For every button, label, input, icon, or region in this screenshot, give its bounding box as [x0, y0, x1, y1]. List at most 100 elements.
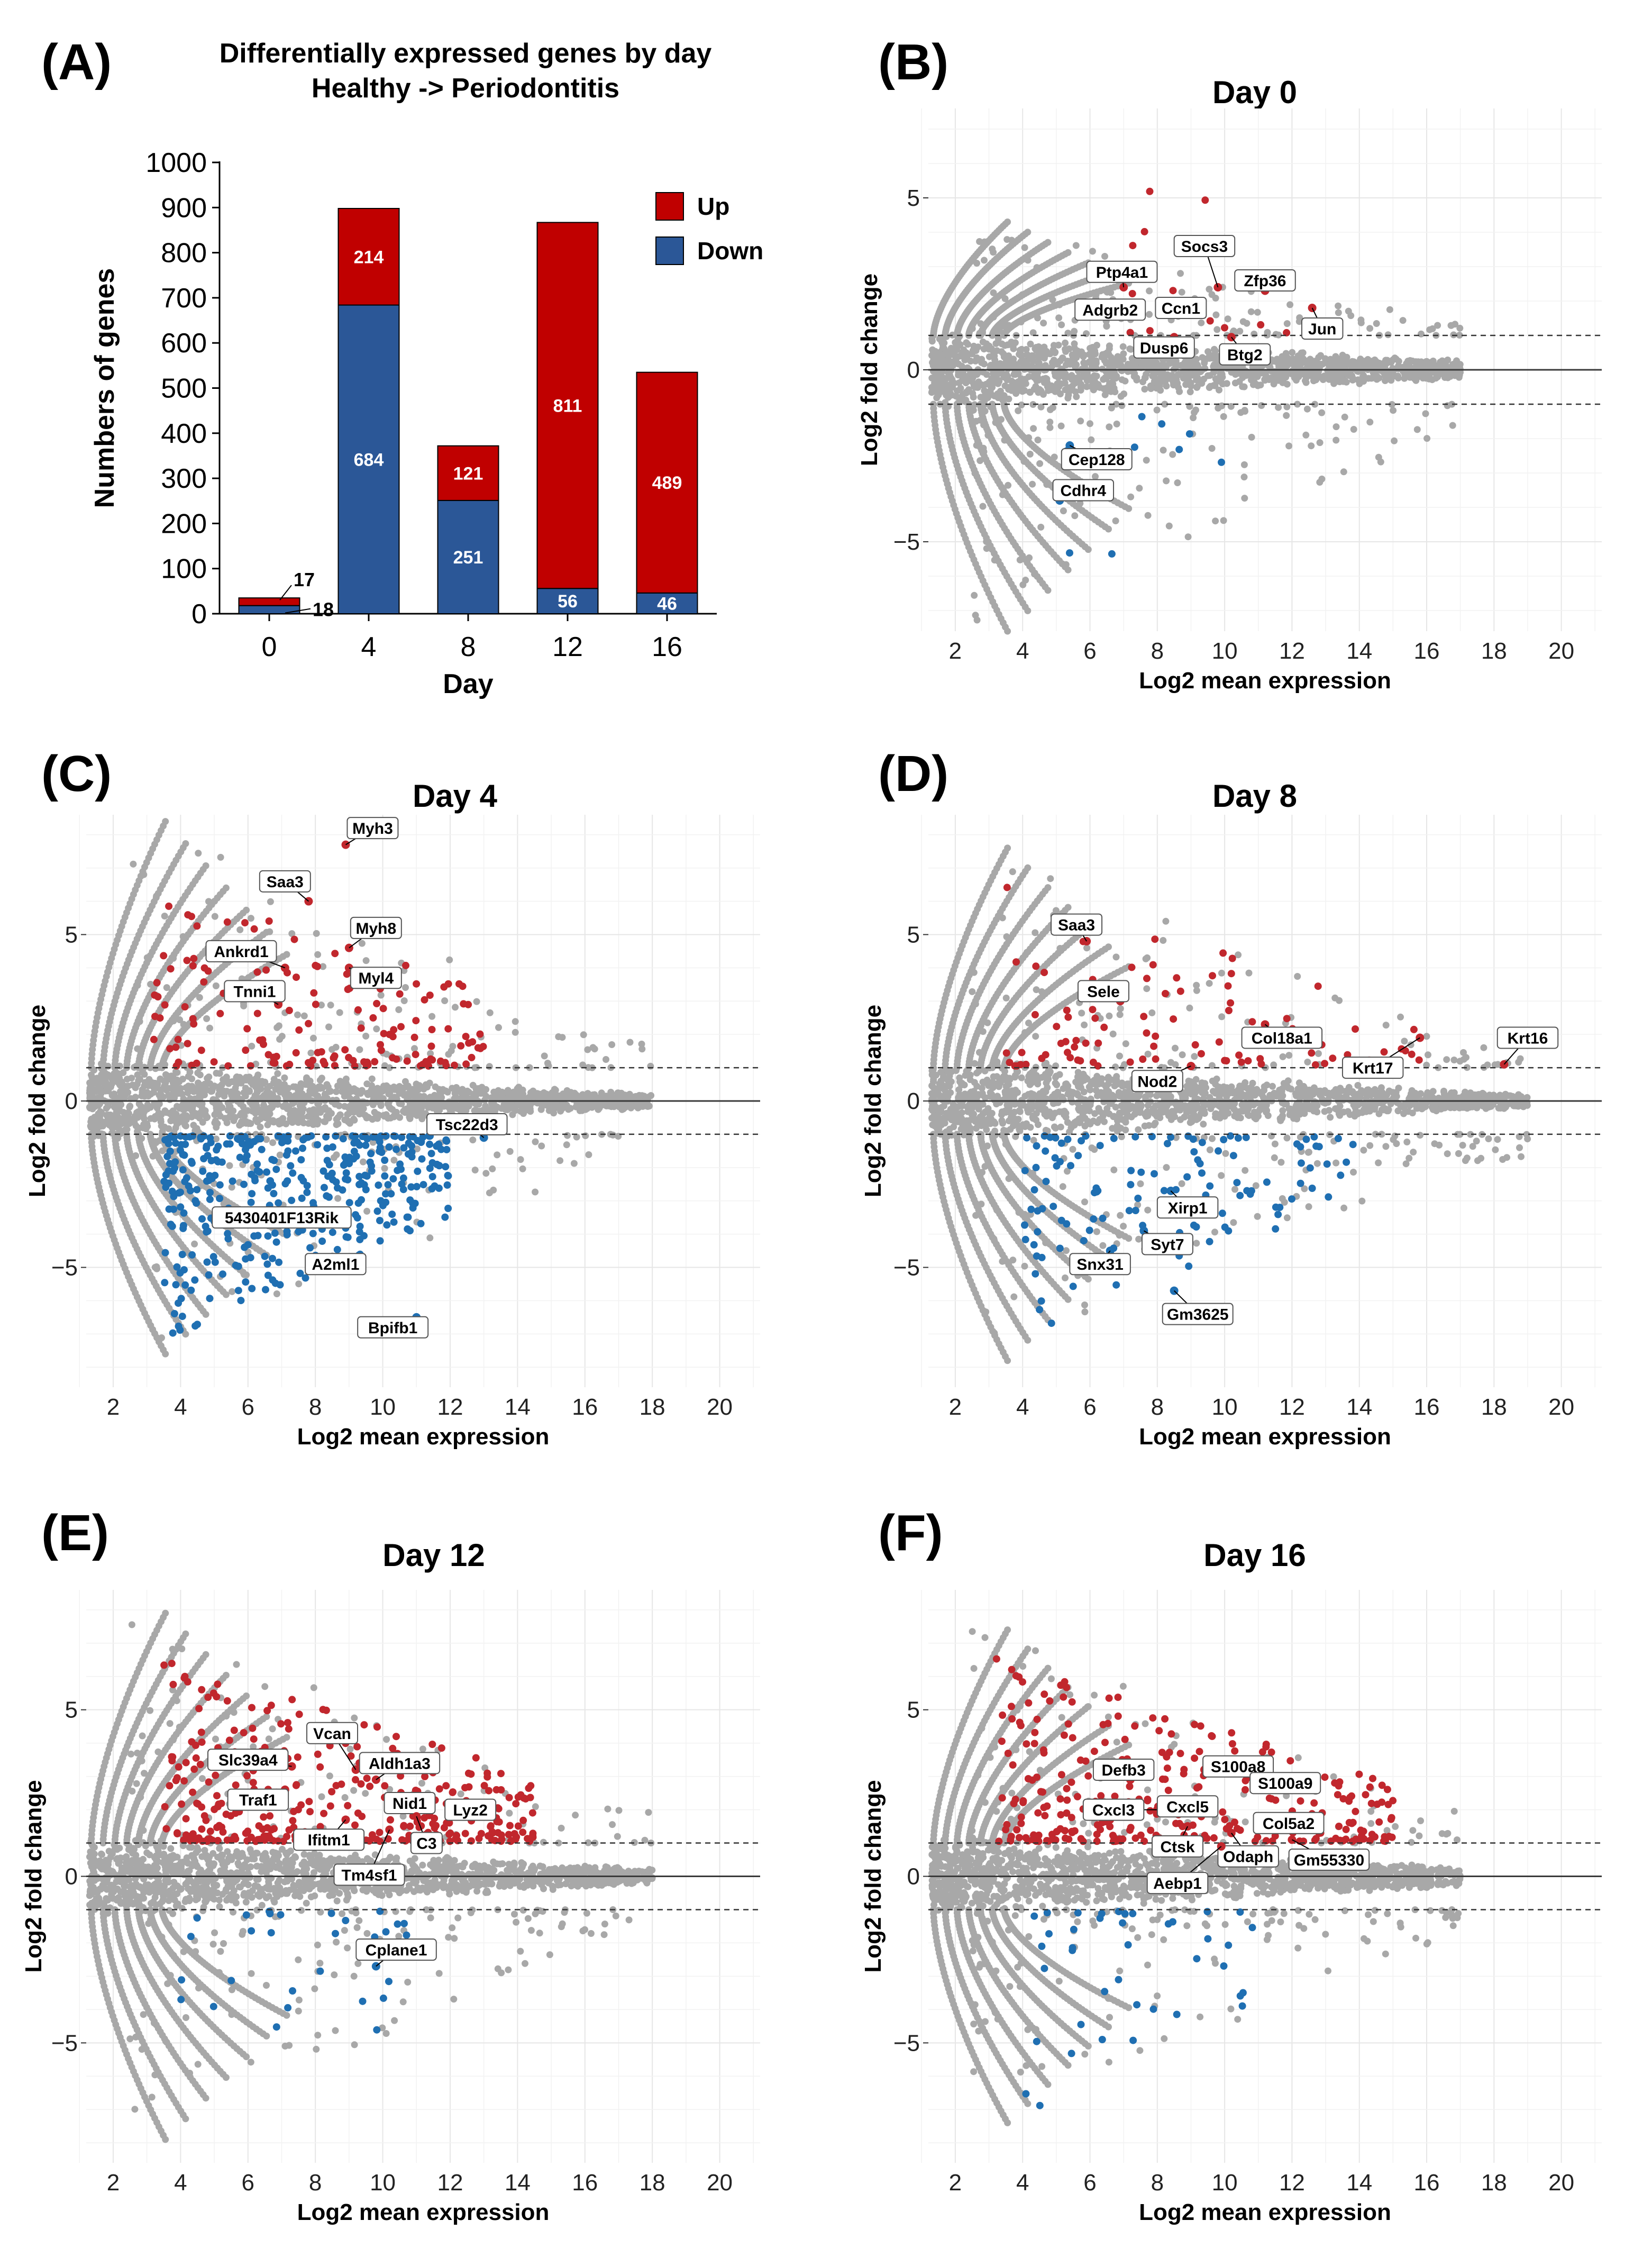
background-point	[225, 1078, 233, 1086]
background-point	[345, 1110, 352, 1117]
background-point	[937, 356, 944, 363]
background-point	[1161, 361, 1168, 369]
background-point	[483, 1106, 491, 1113]
y-tick-label: 300	[161, 463, 207, 494]
background-point	[635, 1104, 642, 1111]
background-point	[990, 289, 997, 296]
background-point	[935, 392, 942, 399]
background-point	[494, 1103, 501, 1111]
background-point	[317, 1085, 324, 1092]
down-regulated-point	[1185, 430, 1193, 438]
gene-label: Jun	[1308, 321, 1336, 338]
background-point	[147, 1115, 154, 1122]
background-point	[512, 1029, 519, 1036]
background-point	[1113, 361, 1121, 369]
background-point	[1272, 358, 1280, 365]
background-point	[1044, 587, 1052, 594]
x-tick-label: 20	[1548, 638, 1574, 664]
background-point	[1212, 311, 1220, 318]
background-point	[1169, 451, 1176, 458]
background-point	[647, 1062, 654, 1070]
background-point	[957, 385, 964, 392]
background-point	[1021, 387, 1028, 394]
background-point	[174, 1090, 181, 1097]
background-point	[186, 1105, 194, 1112]
background-point	[625, 1094, 632, 1102]
legend-swatch-up	[655, 192, 684, 221]
background-point	[161, 913, 168, 920]
background-point	[1332, 358, 1340, 365]
background-point	[974, 370, 981, 377]
background-point	[1106, 423, 1113, 431]
background-point	[364, 1091, 372, 1098]
background-point	[182, 840, 189, 847]
background-point	[971, 384, 979, 391]
background-point	[415, 1107, 422, 1114]
background-point	[1339, 378, 1347, 385]
background-point	[236, 1122, 243, 1129]
background-point	[96, 1086, 103, 1094]
background-point	[567, 1094, 574, 1101]
background-point	[963, 354, 971, 361]
background-point	[459, 1102, 466, 1109]
background-point	[932, 348, 939, 355]
background-point	[580, 1031, 587, 1039]
background-point	[1051, 349, 1058, 357]
background-point	[1075, 377, 1083, 384]
y-tick-label: 500	[161, 374, 207, 404]
background-point	[111, 1070, 118, 1077]
y-tick-label: 600	[161, 328, 207, 359]
background-point	[1109, 379, 1116, 386]
background-point	[1411, 375, 1418, 383]
background-point	[1453, 365, 1461, 372]
background-point	[1375, 359, 1383, 367]
background-point	[987, 362, 994, 369]
background-point	[203, 1086, 211, 1094]
background-point	[1026, 450, 1034, 458]
background-point	[1353, 361, 1360, 368]
background-point	[117, 1088, 124, 1095]
background-point	[1219, 374, 1226, 381]
background-point	[196, 1071, 204, 1079]
background-point	[1206, 286, 1213, 293]
background-point	[1118, 367, 1126, 375]
background-point	[1308, 442, 1315, 450]
y-tick-label: 800	[161, 238, 207, 269]
gene-label: Ptp4a1	[1096, 264, 1148, 281]
background-point	[1051, 453, 1058, 461]
background-point	[1003, 236, 1011, 243]
background-point	[1062, 561, 1070, 568]
x-tick-label: 4	[361, 632, 377, 662]
background-point	[1210, 363, 1217, 370]
bar-up	[238, 597, 300, 606]
background-point	[972, 612, 979, 619]
background-point	[1423, 435, 1431, 442]
background-point	[1064, 358, 1071, 365]
background-point	[124, 1109, 132, 1116]
y-axis-label: Numbers of genes	[89, 268, 120, 508]
background-point	[1303, 358, 1310, 365]
background-point	[249, 1107, 257, 1115]
background-point	[1212, 517, 1219, 525]
background-point	[517, 1094, 524, 1100]
background-point	[141, 1079, 149, 1086]
background-point	[203, 1015, 211, 1022]
background-point	[377, 991, 385, 999]
background-point	[1191, 370, 1199, 378]
background-point	[1240, 474, 1248, 481]
background-points	[928, 219, 1464, 635]
background-point	[195, 850, 202, 857]
up-regulated-point	[1129, 242, 1137, 250]
background-point	[1413, 426, 1421, 433]
background-point	[1241, 495, 1248, 502]
y-tick-label: 0	[907, 357, 920, 383]
background-point	[145, 1104, 152, 1112]
background-point	[1188, 383, 1195, 390]
background-point	[928, 389, 935, 396]
background-point	[1015, 407, 1022, 414]
background-point	[1111, 388, 1119, 396]
background-point	[360, 1158, 367, 1166]
up-regulated-point	[1146, 187, 1154, 195]
background-point	[424, 1084, 431, 1091]
